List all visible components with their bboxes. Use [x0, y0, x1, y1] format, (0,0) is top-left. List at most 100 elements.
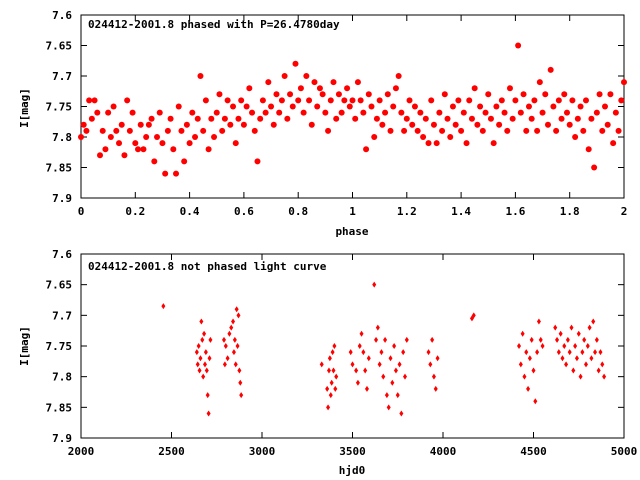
data-point — [121, 152, 128, 159]
data-point — [265, 79, 272, 86]
data-point — [239, 392, 244, 399]
data-point — [186, 140, 193, 147]
data-point — [583, 361, 588, 368]
data-point — [332, 343, 337, 349]
data-point — [110, 103, 117, 110]
data-point — [482, 109, 489, 116]
data-point — [364, 385, 369, 392]
data-point — [232, 140, 239, 147]
data-point — [240, 121, 247, 128]
data-point — [582, 97, 589, 104]
data-point — [386, 404, 391, 411]
data-point — [477, 103, 484, 110]
data-point — [325, 385, 330, 392]
data-point — [460, 109, 467, 116]
data-point — [474, 121, 481, 128]
data-point — [292, 60, 299, 67]
x-tick-label: 5000 — [611, 445, 638, 458]
data-point — [398, 109, 405, 116]
data-point — [198, 355, 203, 362]
unphased-light-curve-plot: 024412-2001.8 not phased light curve I[m… — [18, 248, 637, 477]
data-point — [327, 355, 332, 362]
data-point — [589, 355, 594, 362]
data-point — [197, 73, 204, 79]
data-point — [295, 97, 302, 104]
data-point — [334, 373, 339, 380]
data-point — [520, 330, 525, 337]
x-tick-label: 0.6 — [234, 205, 254, 218]
data-point — [420, 134, 427, 140]
data-point — [208, 115, 215, 122]
data-point — [498, 97, 505, 104]
data-point — [259, 97, 266, 104]
data-point — [170, 146, 177, 153]
y-tick-label: 7.6 — [52, 248, 72, 261]
data-point — [289, 103, 296, 110]
data-point — [232, 336, 237, 343]
data-point — [354, 367, 359, 374]
data-point — [322, 109, 329, 116]
data-point — [361, 349, 366, 356]
data-point — [344, 85, 351, 92]
data-point — [591, 164, 598, 171]
data-point — [284, 115, 291, 122]
data-point — [618, 97, 625, 104]
y-tick-label: 7.7 — [52, 309, 72, 322]
data-point — [404, 336, 409, 343]
data-point — [262, 109, 269, 116]
data-point — [582, 336, 587, 343]
data-point — [195, 361, 200, 368]
data-point — [352, 115, 359, 122]
data-point — [346, 103, 353, 110]
data-point — [372, 281, 377, 288]
data-point — [116, 140, 123, 147]
data-point — [534, 127, 541, 134]
data-point — [154, 134, 161, 140]
data-point — [515, 42, 522, 49]
phased-plot-title: 024412-2001.8 phased with P=26.4780day — [88, 18, 340, 31]
data-point — [161, 303, 166, 310]
y-tick-label: 7.8 — [52, 131, 72, 144]
data-point — [183, 121, 190, 128]
x-tick-label: 4500 — [520, 445, 547, 458]
data-point — [553, 324, 558, 331]
data-point — [365, 91, 372, 98]
data-point — [326, 367, 331, 374]
data-point — [512, 97, 519, 104]
data-point — [580, 127, 587, 134]
data-point — [444, 115, 451, 122]
data-point — [235, 115, 242, 122]
data-point — [387, 127, 394, 134]
data-point — [203, 349, 208, 356]
data-point — [399, 410, 404, 417]
data-point — [607, 91, 614, 98]
data-point — [531, 367, 536, 374]
data-point — [196, 343, 201, 349]
data-point — [402, 373, 407, 380]
data-point — [333, 115, 340, 122]
phased-light-curve-plot: 024412-2001.8 phased with P=26.4780day I… — [18, 9, 627, 238]
data-point — [601, 103, 608, 110]
data-point — [428, 361, 433, 368]
data-point — [414, 127, 421, 134]
data-point — [395, 73, 402, 79]
data-point — [205, 392, 210, 399]
data-point — [162, 170, 169, 177]
data-point — [490, 140, 497, 147]
data-point — [376, 97, 383, 104]
data-point — [314, 103, 321, 110]
data-point — [411, 103, 418, 110]
data-point — [565, 336, 570, 343]
data-point — [145, 121, 152, 128]
data-point — [88, 115, 95, 122]
data-point — [561, 91, 568, 98]
data-point — [496, 121, 503, 128]
data-point — [422, 115, 429, 122]
data-point — [222, 361, 227, 368]
data-point — [567, 349, 572, 356]
data-point — [371, 134, 378, 140]
data-point — [452, 121, 459, 128]
data-point — [439, 127, 446, 134]
x-tick-label: 0.8 — [288, 205, 308, 218]
